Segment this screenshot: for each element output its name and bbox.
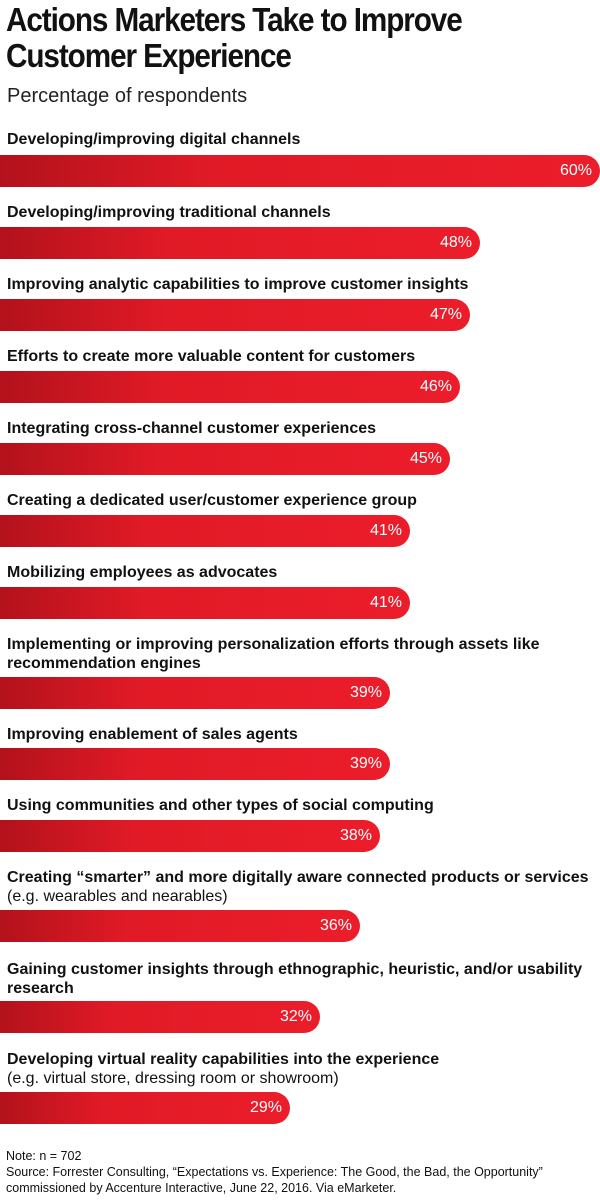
category-label: Creating a dedicated user/customer exper…: [7, 491, 597, 510]
bar-value-label: 46%: [419, 378, 452, 395]
category-label: Efforts to create more valuable content …: [7, 347, 597, 366]
category-label: Improving analytic capabilities to impro…: [7, 275, 597, 294]
bar: [0, 227, 480, 259]
bar-value-label: 39%: [349, 684, 382, 701]
category-label-main: Efforts to create more valuable content …: [7, 348, 416, 365]
bar: [0, 1092, 290, 1124]
footer-note: Note: n = 702: [6, 1149, 82, 1163]
chart-title: Actions Marketers Take to Improve Custom…: [6, 1, 463, 74]
category-label: Improving enablement of sales agents: [7, 725, 597, 744]
category-label: Developing/improving traditional channel…: [7, 203, 597, 222]
category-label-note: (e.g. virtual store, dressing room or sh…: [7, 1070, 339, 1087]
footer-source-line-1: Source: Forrester Consulting, “Expectati…: [6, 1165, 543, 1179]
bar-value-label: 60%: [559, 162, 592, 179]
bar-value-label: 39%: [349, 755, 382, 772]
bar: [0, 155, 600, 187]
bar-chart: Developing/improving digital channels 60%…: [0, 130, 600, 1124]
category-label-main: Improving enablement of sales agents: [7, 726, 298, 743]
category-label-main: Developing/improving traditional channel…: [7, 204, 331, 221]
bar: [0, 820, 380, 852]
category-label-note: (e.g. wearables and nearables): [7, 888, 228, 905]
chart-subtitle: Percentage of respondents: [7, 85, 248, 107]
category-label: Using communities and other types of soc…: [7, 796, 597, 815]
bar: [0, 515, 410, 547]
bar-value-label: 45%: [409, 450, 442, 467]
bar-value-label: 36%: [319, 917, 352, 934]
category-label: Gaining customer insights through ethnog…: [7, 960, 597, 998]
footer: Note: n = 702 Source: Forrester Consulti…: [6, 1148, 600, 1196]
bar: [0, 299, 470, 331]
bar: [0, 443, 450, 475]
category-label: Integrating cross-channel customer exper…: [7, 419, 597, 438]
bar: [0, 677, 390, 709]
category-label: Implementing or improving personalizatio…: [7, 635, 597, 673]
bar: [0, 1001, 320, 1033]
bar-value-label: 48%: [439, 234, 472, 251]
bar: [0, 910, 360, 942]
category-label-main: Integrating cross-channel customer exper…: [7, 420, 377, 437]
category-label-main: Using communities and other types of soc…: [7, 797, 434, 814]
category-label-main: Implementing or improving personalizatio…: [7, 636, 540, 672]
category-label: Creating “smarter” and more digitally aw…: [7, 868, 597, 906]
bar-value-label: 32%: [279, 1008, 312, 1025]
bar-value-label: 41%: [369, 594, 402, 611]
category-label-main: Mobilizing employees as advocates: [7, 564, 278, 581]
bar: [0, 748, 390, 780]
category-label-main: Developing virtual reality capabilities …: [7, 1051, 440, 1068]
bar-value-label: 38%: [339, 827, 372, 844]
footer-source-line-2: commissioned by Accenture Interactive, J…: [6, 1181, 397, 1195]
category-label: Developing/improving digital channels: [7, 130, 597, 149]
bar: [0, 587, 410, 619]
category-label-main: Developing/improving digital channels: [7, 131, 301, 148]
bar: [0, 371, 460, 403]
category-label: Mobilizing employees as advocates: [7, 563, 597, 582]
bar-value-label: 47%: [429, 306, 462, 323]
bar-value-label: 29%: [249, 1099, 282, 1116]
category-label: Developing virtual reality capabilities …: [7, 1050, 597, 1088]
category-label-main: Improving analytic capabilities to impro…: [7, 276, 469, 293]
category-label-main: Creating a dedicated user/customer exper…: [7, 492, 417, 509]
bar-value-label: 41%: [369, 522, 402, 539]
category-label-main: Gaining customer insights through ethnog…: [7, 961, 583, 997]
category-label-main: Creating “smarter” and more digitally aw…: [7, 869, 589, 886]
